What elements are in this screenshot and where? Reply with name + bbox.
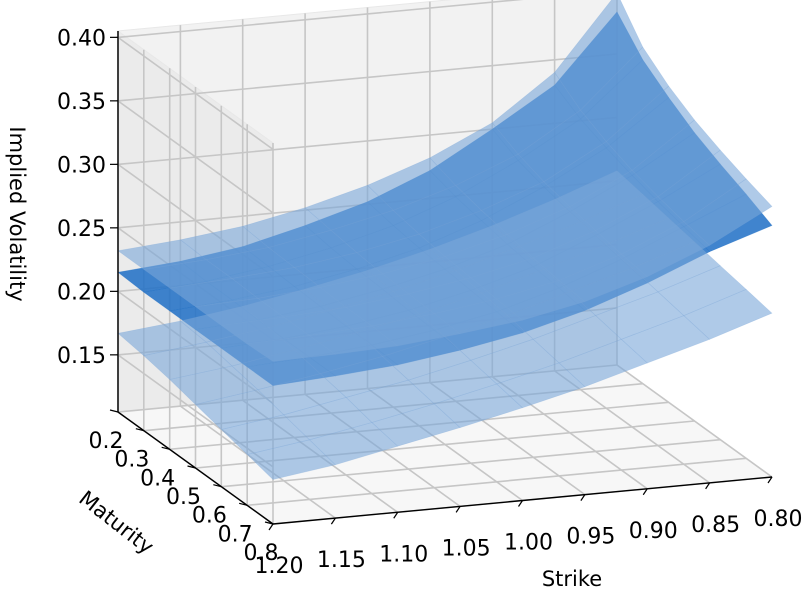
x-tick-label: 0.85 [691,513,740,538]
z-tick-label: 0.30 [57,153,106,178]
x-tick-mark [642,488,648,496]
y-tick-label: 0.7 [218,522,253,547]
y-tick-mark [135,428,144,432]
z-axis-label: Implied Volatility [5,126,29,301]
y-tick-mark [239,502,248,506]
x-tick-mark [705,482,711,490]
x-tick-label: 1.15 [317,548,366,573]
x-tick-mark [268,523,274,531]
y-tick-label: 0.8 [244,541,279,566]
z-tick-label: 0.15 [57,344,106,369]
y-tick-label: 0.5 [166,485,201,510]
x-tick-label: 1.10 [379,542,428,567]
y-tick-mark [187,465,196,469]
x-tick-mark [330,517,336,525]
x-tick-mark [455,506,461,513]
x-tick-label: 0.80 [754,507,803,532]
x-tick-label: 0.90 [629,519,678,544]
z-tick-label: 0.35 [57,90,106,115]
tick-labels: 1.20 1.15 1.10 1.05 1.00 0.95 0.90 0.85 0.800.20… [57,26,802,579]
y-tick-label: 0.4 [140,466,175,491]
x-tick-label: 1.00 [504,531,553,556]
x-tick-mark [518,500,523,507]
axes [109,31,773,531]
x-tick-mark [393,511,399,519]
y-tick-label: 0.6 [192,504,227,529]
x-tick-mark [767,476,773,484]
y-axis-label: Maturity [74,486,158,559]
y-tick-mark [161,446,170,450]
x-tick-label: 1.20 [255,554,304,579]
surface-2 [117,170,773,480]
y-tick-mark [109,409,119,413]
y-tick-mark [213,484,222,488]
x-axis-label: Strike [542,567,602,591]
y-tick-label: 0.2 [89,429,124,454]
x-tick-label: 1.05 [442,536,491,561]
x-tick-mark [580,494,586,501]
y-tick-mark [264,521,274,525]
z-tick-label: 0.20 [57,280,106,305]
x-tick-label: 0.95 [566,525,615,550]
z-tick-label: 0.40 [57,26,106,51]
z-tick-label: 0.25 [57,217,106,242]
surfaces [117,0,773,480]
surface-patch [246,439,337,480]
y-tick-label: 0.3 [114,448,149,473]
